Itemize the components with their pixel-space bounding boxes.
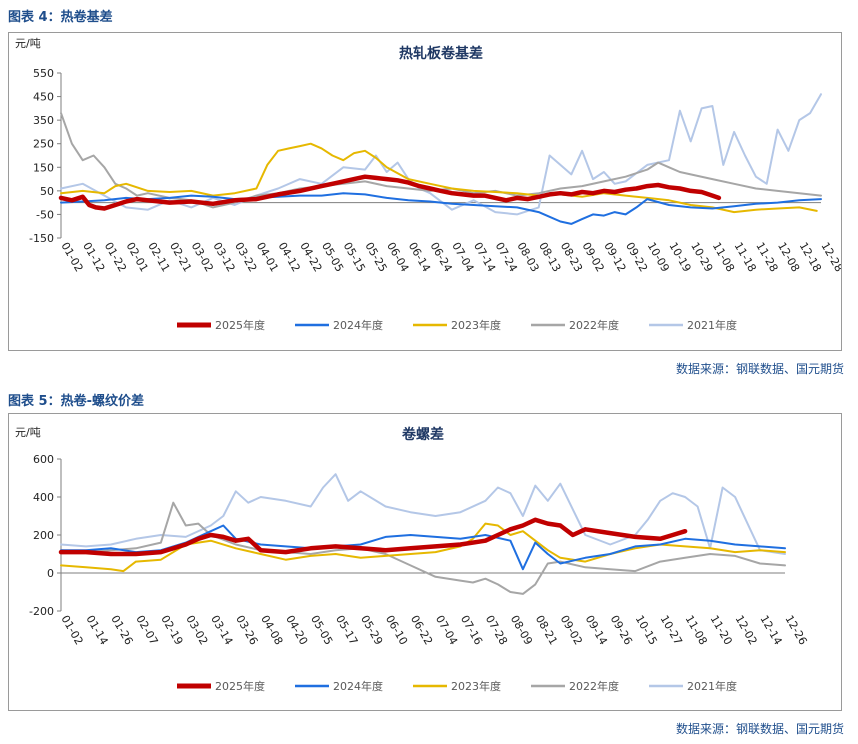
x-tick-label: 10-27 bbox=[658, 613, 685, 647]
y-tick-label: 250 bbox=[33, 138, 54, 151]
x-tick-label: 09-14 bbox=[583, 613, 610, 647]
x-tick-label: 09-02 bbox=[558, 613, 585, 647]
series-line-2021年度 bbox=[60, 473, 786, 555]
chart-title: 卷螺差 bbox=[401, 426, 444, 443]
series-line-2024年度 bbox=[60, 192, 822, 225]
y-tick-label: 450 bbox=[33, 91, 54, 104]
series-line-2022年度 bbox=[60, 112, 822, 209]
x-tick-label: 03-26 bbox=[233, 613, 260, 647]
x-tick-label: 12-14 bbox=[757, 613, 784, 647]
y-tick-label: 50 bbox=[40, 185, 54, 198]
series-line-2025年度 bbox=[58, 174, 722, 211]
y-axis-unit-label: 元/吨 bbox=[15, 426, 41, 439]
x-tick-label: 01-26 bbox=[108, 613, 135, 647]
x-tick-label: 11-20 bbox=[708, 613, 735, 647]
x-tick-label: 03-02 bbox=[183, 613, 210, 647]
legend-label: 2021年度 bbox=[687, 679, 737, 693]
y-tick-label: -150 bbox=[29, 232, 54, 245]
legend-label: 2023年度 bbox=[451, 679, 501, 693]
x-tick-label: 05-17 bbox=[333, 613, 360, 647]
legend-label: 2024年度 bbox=[333, 679, 383, 693]
x-tick-label: 07-16 bbox=[458, 613, 485, 647]
chart-title: 热轧板卷基差 bbox=[399, 45, 483, 62]
x-tick-label: 05-05 bbox=[308, 613, 335, 647]
x-tick-label: 02-19 bbox=[158, 613, 185, 647]
series-line-2023年度 bbox=[60, 142, 818, 214]
series-line-2021年度 bbox=[60, 93, 822, 216]
y-tick-label: -200 bbox=[29, 605, 54, 618]
chart-panel-hrc-basis: 热轧板卷基差 元/吨 -150 -50 50 150 250 350 450 550 01-02 01… bbox=[8, 32, 842, 351]
y-axis-unit-label: 元/吨 bbox=[15, 37, 41, 50]
x-tick-label: 07-28 bbox=[483, 613, 510, 647]
hrc-basis-chart: 热轧板卷基差元/吨-150-505015025035045055001-0201… bbox=[15, 37, 841, 332]
figure-4-title: 图表 4：热卷基差 bbox=[8, 10, 113, 25]
legend-label: 2022年度 bbox=[569, 318, 619, 332]
y-tick-label: 350 bbox=[33, 114, 54, 127]
x-tick-label: 04-20 bbox=[283, 613, 310, 647]
x-tick-label: 01-14 bbox=[83, 613, 110, 647]
x-tick-label: 04-08 bbox=[258, 613, 285, 647]
figure-4-source: 数据来源：钢联数据、国元期货 bbox=[675, 362, 844, 376]
x-tick-label: 12-26 bbox=[782, 613, 809, 647]
y-tick-label: 150 bbox=[33, 161, 54, 174]
legend-label: 2025年度 bbox=[215, 318, 265, 332]
legend-label: 2023年度 bbox=[451, 318, 501, 332]
legend-label: 2021年度 bbox=[687, 318, 737, 332]
x-tick-label: 11-08 bbox=[683, 613, 710, 647]
y-tick-label: 0 bbox=[47, 567, 54, 580]
legend-label: 2024年度 bbox=[333, 318, 383, 332]
x-tick-label: 06-10 bbox=[383, 613, 410, 647]
x-tick-label: 08-21 bbox=[533, 613, 560, 647]
x-tick-label: 06-22 bbox=[408, 613, 435, 647]
x-tick-label: 02-07 bbox=[133, 613, 160, 647]
x-tick-label: 03-14 bbox=[208, 613, 235, 647]
x-tick-label: 01-02 bbox=[58, 613, 85, 647]
chart-panel-hrc-rebar-spread: 卷螺差 元/吨 -200 0 200 400 600 01-02 01-14 01-26 02-07… bbox=[8, 413, 842, 711]
x-tick-label: 07-04 bbox=[433, 613, 460, 647]
y-tick-label: 200 bbox=[33, 529, 54, 542]
y-tick-label: 400 bbox=[33, 491, 54, 504]
y-tick-label: 600 bbox=[33, 453, 54, 466]
x-tick-label: 08-09 bbox=[508, 613, 535, 647]
figure-5-title: 图表 5：热卷-螺纹价差 bbox=[8, 394, 144, 409]
y-tick-label: 550 bbox=[33, 67, 54, 80]
y-tick-label: -50 bbox=[36, 208, 54, 221]
x-tick-label: 05-29 bbox=[358, 613, 385, 647]
x-tick-label: 09-26 bbox=[608, 613, 635, 647]
x-tick-label: 12-02 bbox=[732, 613, 759, 647]
legend-label: 2025年度 bbox=[215, 679, 265, 693]
series-line-2022年度 bbox=[60, 501, 786, 595]
x-tick-label: 10-15 bbox=[633, 613, 660, 647]
hrc-rebar-spread-chart: 卷螺差 元/吨 -200 0 200 400 600 01-0201-1401-2602-07… bbox=[15, 426, 810, 693]
legend-label: 2022年度 bbox=[569, 679, 619, 693]
x-tick-label: 12-28 bbox=[818, 240, 841, 274]
figure-5-source: 数据来源：钢联数据、国元期货 bbox=[675, 722, 844, 736]
series-line-2025年度 bbox=[58, 517, 688, 557]
